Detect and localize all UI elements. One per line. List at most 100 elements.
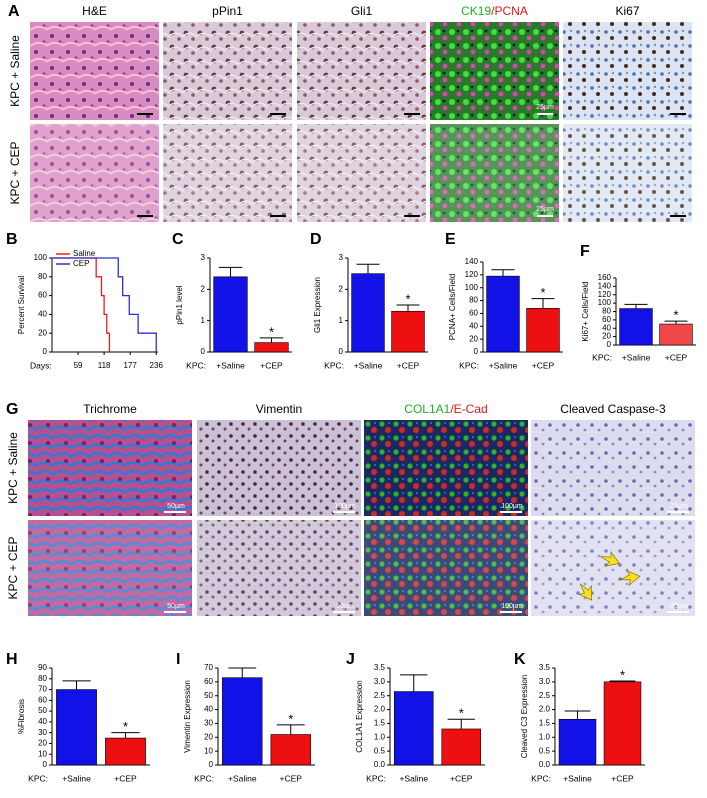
x-tick-label: 118 [98, 361, 111, 370]
y-tick-label: 0.5 [374, 746, 386, 755]
x-tick-label: +CEP [450, 773, 473, 783]
bar [486, 275, 520, 353]
x-tick-label: +CEP [665, 352, 688, 362]
significance: * [405, 291, 410, 306]
y-tick-label: 3.5 [374, 663, 386, 672]
micrograph [297, 124, 426, 222]
error-bar [491, 269, 515, 277]
x-tick-label: +Saline [489, 360, 518, 370]
y-axis-label: Vimentin Expression [183, 680, 192, 753]
panel-letter: D [310, 231, 322, 248]
y-tick-label: 2.0 [539, 705, 551, 714]
y-tick-label: 20 [38, 328, 47, 337]
bar [526, 307, 560, 353]
column-header-part: CK19 [461, 4, 491, 18]
y-tick-label: 10 [38, 749, 47, 758]
arrow [600, 550, 620, 567]
y-tick-label: 0.0 [374, 760, 386, 769]
y-tick-label: 80 [38, 272, 47, 281]
micrograph [430, 124, 559, 222]
column-header-part: /E-Cad [450, 402, 487, 416]
y-tick-label: 60 [38, 291, 47, 300]
y-tick-label: 40 [38, 717, 47, 726]
column-header: Vimentin [256, 402, 302, 416]
x-tick-label: 59 [74, 361, 83, 370]
error-bar [259, 337, 284, 343]
x-tick-label: +Saline [563, 773, 592, 783]
y-axis-label: pPin1 level [175, 285, 184, 324]
micrograph [364, 420, 528, 516]
significance: * [123, 719, 128, 734]
micrograph [563, 124, 692, 222]
scale-label: 100µm [501, 603, 523, 610]
error-bar [564, 710, 591, 720]
error-bar [356, 263, 380, 274]
bar [659, 323, 693, 346]
y-tick-label: 20 [204, 732, 213, 741]
panel-letter: J [346, 651, 355, 668]
y-tick-label: 0 [474, 347, 479, 356]
y-tick-label: 1 [339, 316, 344, 325]
y-tick-label: 1 [201, 316, 206, 325]
x-tick-label: +CEP [397, 360, 420, 370]
y-tick-label: 3 [339, 253, 344, 262]
scale-label: 50µm [167, 503, 185, 510]
y-tick-label: 0 [201, 347, 206, 356]
y-tick-label: 30 [38, 728, 47, 737]
x-tick-label: +Saline [399, 773, 428, 783]
column-header: Ki67 [615, 4, 639, 18]
micrograph [364, 520, 528, 616]
x-prefix: Days: [30, 360, 52, 370]
bar [391, 310, 425, 353]
y-tick-label: 0 [607, 340, 612, 349]
scale-label: 25µm [536, 206, 554, 213]
micrograph [297, 22, 426, 120]
significance: * [459, 706, 464, 721]
bar [213, 276, 248, 353]
scale-label: 25µm [536, 104, 554, 111]
arrow [578, 583, 593, 601]
y-tick-label: 3 [201, 253, 206, 262]
x-tick-label: +CEP [114, 773, 137, 783]
y-tick-label: 60 [38, 695, 47, 704]
y-tick-label: 2.0 [374, 705, 386, 714]
panel-letter: K [514, 651, 526, 668]
bar [56, 689, 97, 766]
column-header: pPin1 [212, 4, 243, 18]
survival-line [52, 257, 111, 352]
y-tick-label: 1.0 [374, 732, 386, 741]
error-bar [624, 303, 648, 309]
y-tick-label: 80 [469, 296, 478, 305]
error-bar [111, 732, 140, 739]
y-tick-label: 2 [201, 284, 206, 293]
y-tick-label: 2.5 [374, 691, 386, 700]
x-prefix: KPC: [459, 360, 479, 370]
y-tick-label: 40 [602, 323, 611, 332]
y-tick-label: 70 [38, 685, 47, 694]
column-header: COL1A1/E-Cad [404, 402, 487, 416]
error-bar [447, 718, 475, 729]
error-bar [531, 298, 555, 309]
y-tick-label: 0 [43, 347, 48, 356]
y-tick-label: 2.5 [539, 691, 551, 700]
y-tick-label: 70 [204, 663, 213, 672]
micrograph [30, 22, 159, 120]
y-tick-label: 1.0 [539, 732, 551, 741]
micrograph [531, 520, 695, 616]
panel-letter: F [580, 243, 590, 260]
row-label: KPC + CEP [8, 141, 22, 204]
micrograph [430, 22, 559, 120]
y-tick-label: 60 [469, 309, 478, 318]
y-tick-label: 0 [43, 760, 48, 769]
y-tick-label: 2 [339, 284, 344, 293]
panel-letter: A [8, 3, 20, 20]
y-axis-label: Gli1 Expression [313, 277, 322, 333]
y-tick-label: 3.0 [539, 677, 551, 686]
micrograph [28, 520, 192, 616]
y-tick-label: 3.5 [539, 663, 551, 672]
micrograph [28, 420, 192, 516]
x-prefix: KPC: [194, 773, 214, 783]
y-axis-label: PCNA+ Cells/Field [448, 274, 457, 340]
arrows [578, 550, 641, 601]
y-tick-label: 40 [38, 310, 47, 319]
